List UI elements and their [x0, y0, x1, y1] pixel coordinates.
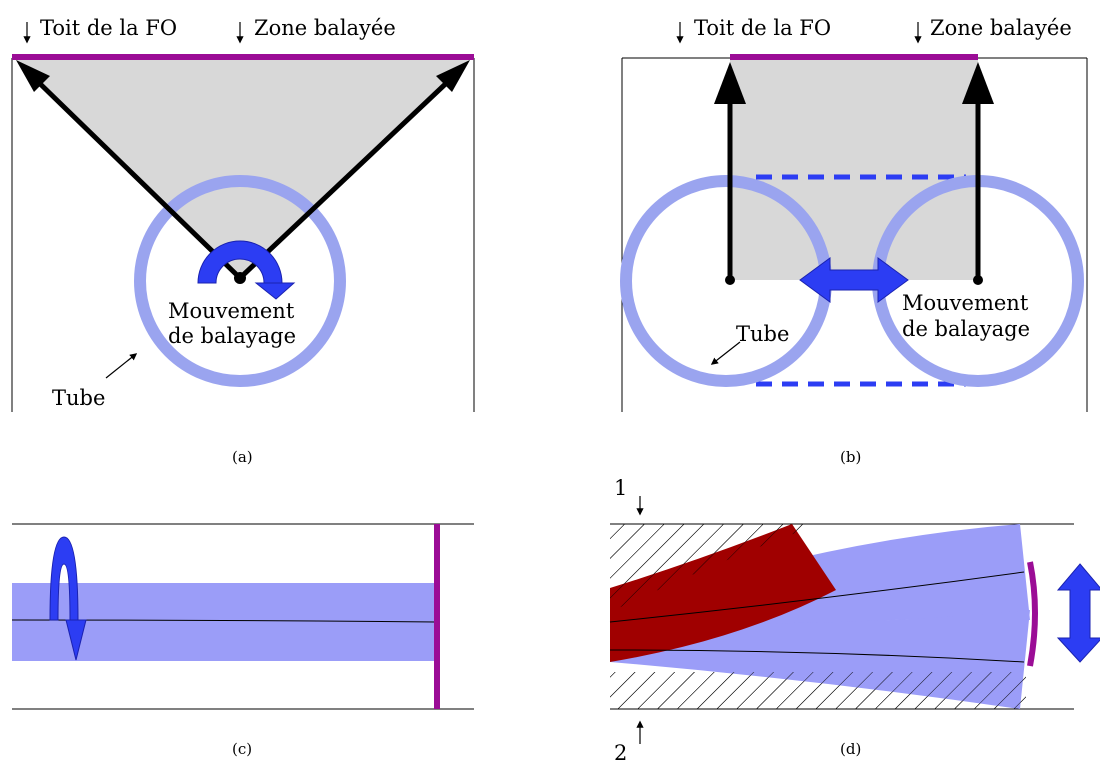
- swept-area: [730, 58, 978, 280]
- label-roof: Toit de la FO: [40, 16, 177, 40]
- hatch-overlay-top: [610, 524, 820, 612]
- label-roof: Toit de la FO: [694, 16, 831, 40]
- label-tube: Tube: [52, 386, 105, 410]
- caption-c: (c): [232, 740, 252, 758]
- fiber-bent: [610, 524, 836, 662]
- tube-ring: [134, 175, 346, 387]
- label-1: 1: [614, 476, 627, 500]
- hatch-overlay-bottom: [610, 672, 1026, 709]
- panel-d: 1 2 (d): [609, 476, 1100, 765]
- double-arrow-icon: [1056, 563, 1100, 663]
- label-motion-line2: de balayage: [902, 317, 1030, 341]
- double-arrow-icon: [799, 257, 909, 303]
- pointer-arrow-icon: [105, 353, 138, 379]
- rotation-arrow-icon: [197, 240, 296, 300]
- label-motion-line1: Mouvement: [168, 299, 295, 323]
- label-2: 2: [614, 741, 627, 765]
- fiber-arrows: [16, 60, 470, 284]
- caption-b: (b): [840, 448, 861, 466]
- rotation-arrow-icon: [49, 536, 87, 661]
- swept-zone-bar: [1027, 561, 1038, 667]
- label-zone: Zone balayée: [930, 16, 1072, 40]
- panel-b: Toit de la FO Zone balayée Tube Mouvemen…: [620, 16, 1088, 466]
- fiber-line-up: [609, 571, 1025, 623]
- panel-c: (c): [11, 523, 474, 758]
- panel-a: Toit de la FO Zone balayée Mouvement de …: [11, 16, 475, 466]
- fiber-arrows: [714, 62, 994, 285]
- caption-a: (a): [232, 448, 253, 466]
- label-motion-line1: Mouvement: [902, 291, 1029, 315]
- caption-d: (d): [840, 740, 861, 758]
- fiber-line-down: [609, 649, 1025, 663]
- label-tube: Tube: [736, 322, 789, 346]
- label-zone: Zone balayée: [254, 16, 396, 40]
- pointer-arrow-icon: [710, 341, 741, 365]
- swept-area: [14, 58, 472, 278]
- label-motion-line2: de balayage: [168, 324, 296, 348]
